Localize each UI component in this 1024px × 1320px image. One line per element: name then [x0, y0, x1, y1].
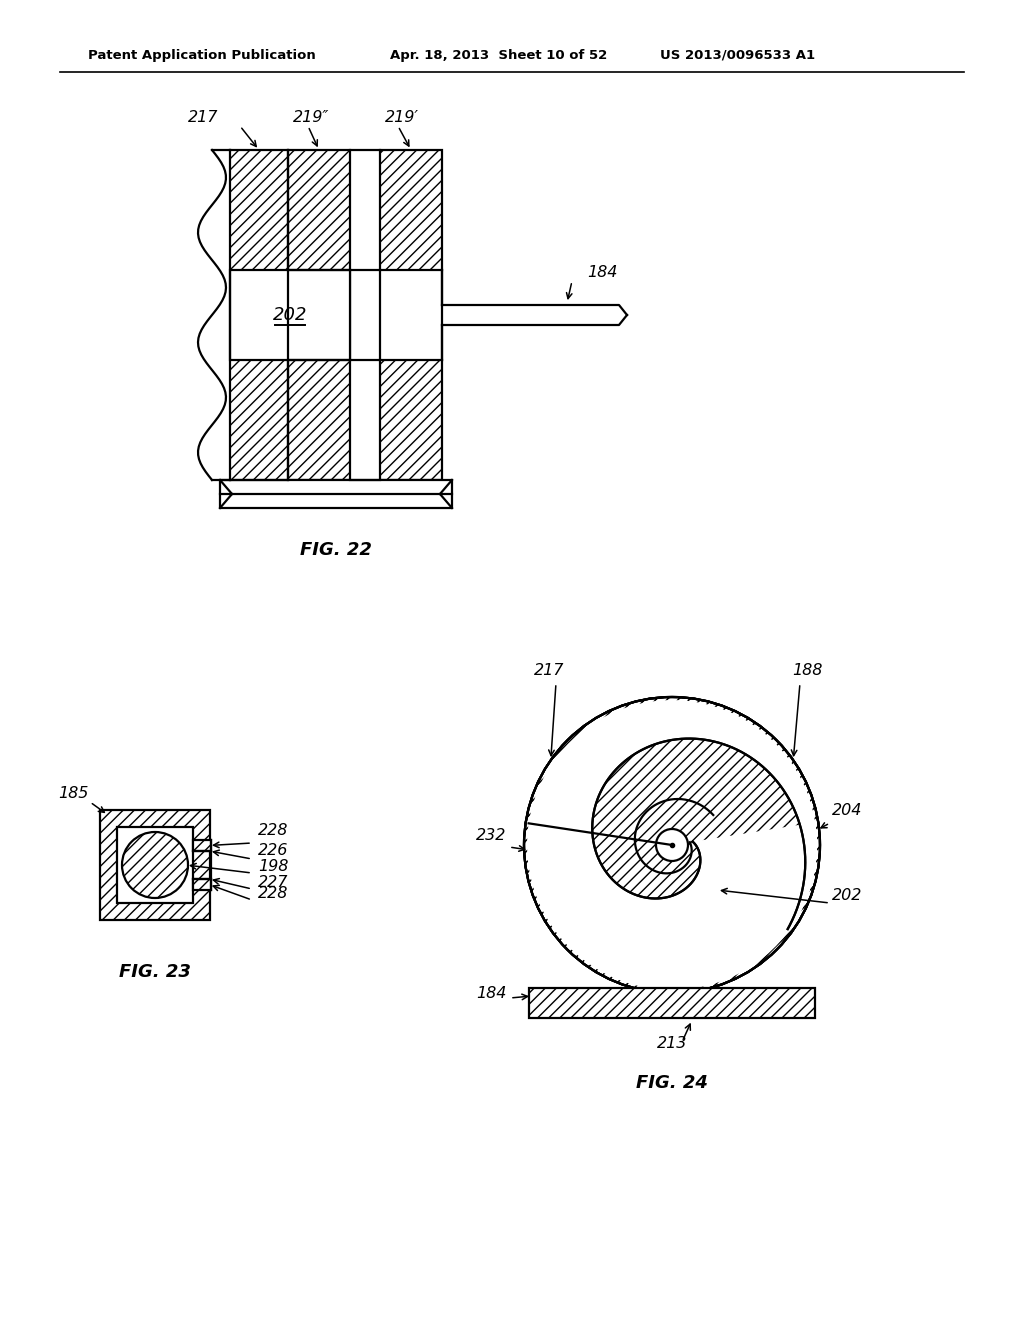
Bar: [230, 271, 350, 360]
Bar: [529, 987, 815, 1018]
Bar: [220, 480, 452, 508]
Text: 226: 226: [258, 843, 289, 858]
Bar: [380, 150, 442, 271]
Bar: [288, 150, 350, 480]
Text: 217: 217: [187, 110, 218, 125]
Text: 198: 198: [258, 859, 289, 874]
Text: Apr. 18, 2013  Sheet 10 of 52: Apr. 18, 2013 Sheet 10 of 52: [390, 49, 607, 62]
Text: FIG. 23: FIG. 23: [119, 964, 190, 981]
Bar: [231, 271, 288, 360]
Text: Patent Application Publication: Patent Application Publication: [88, 49, 315, 62]
Text: 227: 227: [258, 875, 289, 890]
Circle shape: [656, 829, 688, 861]
Bar: [193, 840, 211, 851]
Bar: [288, 150, 350, 271]
Bar: [230, 150, 288, 480]
Text: 185: 185: [58, 785, 88, 801]
Text: 202: 202: [272, 306, 307, 323]
Text: 204: 204: [831, 803, 862, 818]
Text: 228: 228: [258, 886, 289, 902]
Text: 188: 188: [792, 663, 822, 678]
Bar: [117, 828, 193, 903]
Bar: [193, 879, 211, 890]
Text: 228: 228: [258, 822, 289, 838]
Text: 219″: 219″: [293, 110, 330, 125]
Text: 202: 202: [831, 888, 862, 903]
Circle shape: [526, 700, 818, 991]
Bar: [100, 810, 210, 920]
Bar: [380, 360, 442, 480]
Text: 217: 217: [534, 663, 564, 678]
Polygon shape: [527, 700, 817, 990]
Text: 232: 232: [476, 828, 507, 843]
Circle shape: [122, 832, 188, 898]
Text: 213: 213: [657, 1036, 687, 1051]
Circle shape: [524, 697, 820, 993]
Text: 184: 184: [587, 265, 617, 280]
Text: FIG. 24: FIG. 24: [636, 1074, 708, 1092]
Text: 219′: 219′: [385, 110, 419, 125]
Text: US 2013/0096533 A1: US 2013/0096533 A1: [660, 49, 815, 62]
Text: FIG. 22: FIG. 22: [300, 541, 372, 558]
Bar: [288, 360, 350, 480]
Text: 184: 184: [476, 986, 507, 1001]
Bar: [380, 150, 442, 480]
